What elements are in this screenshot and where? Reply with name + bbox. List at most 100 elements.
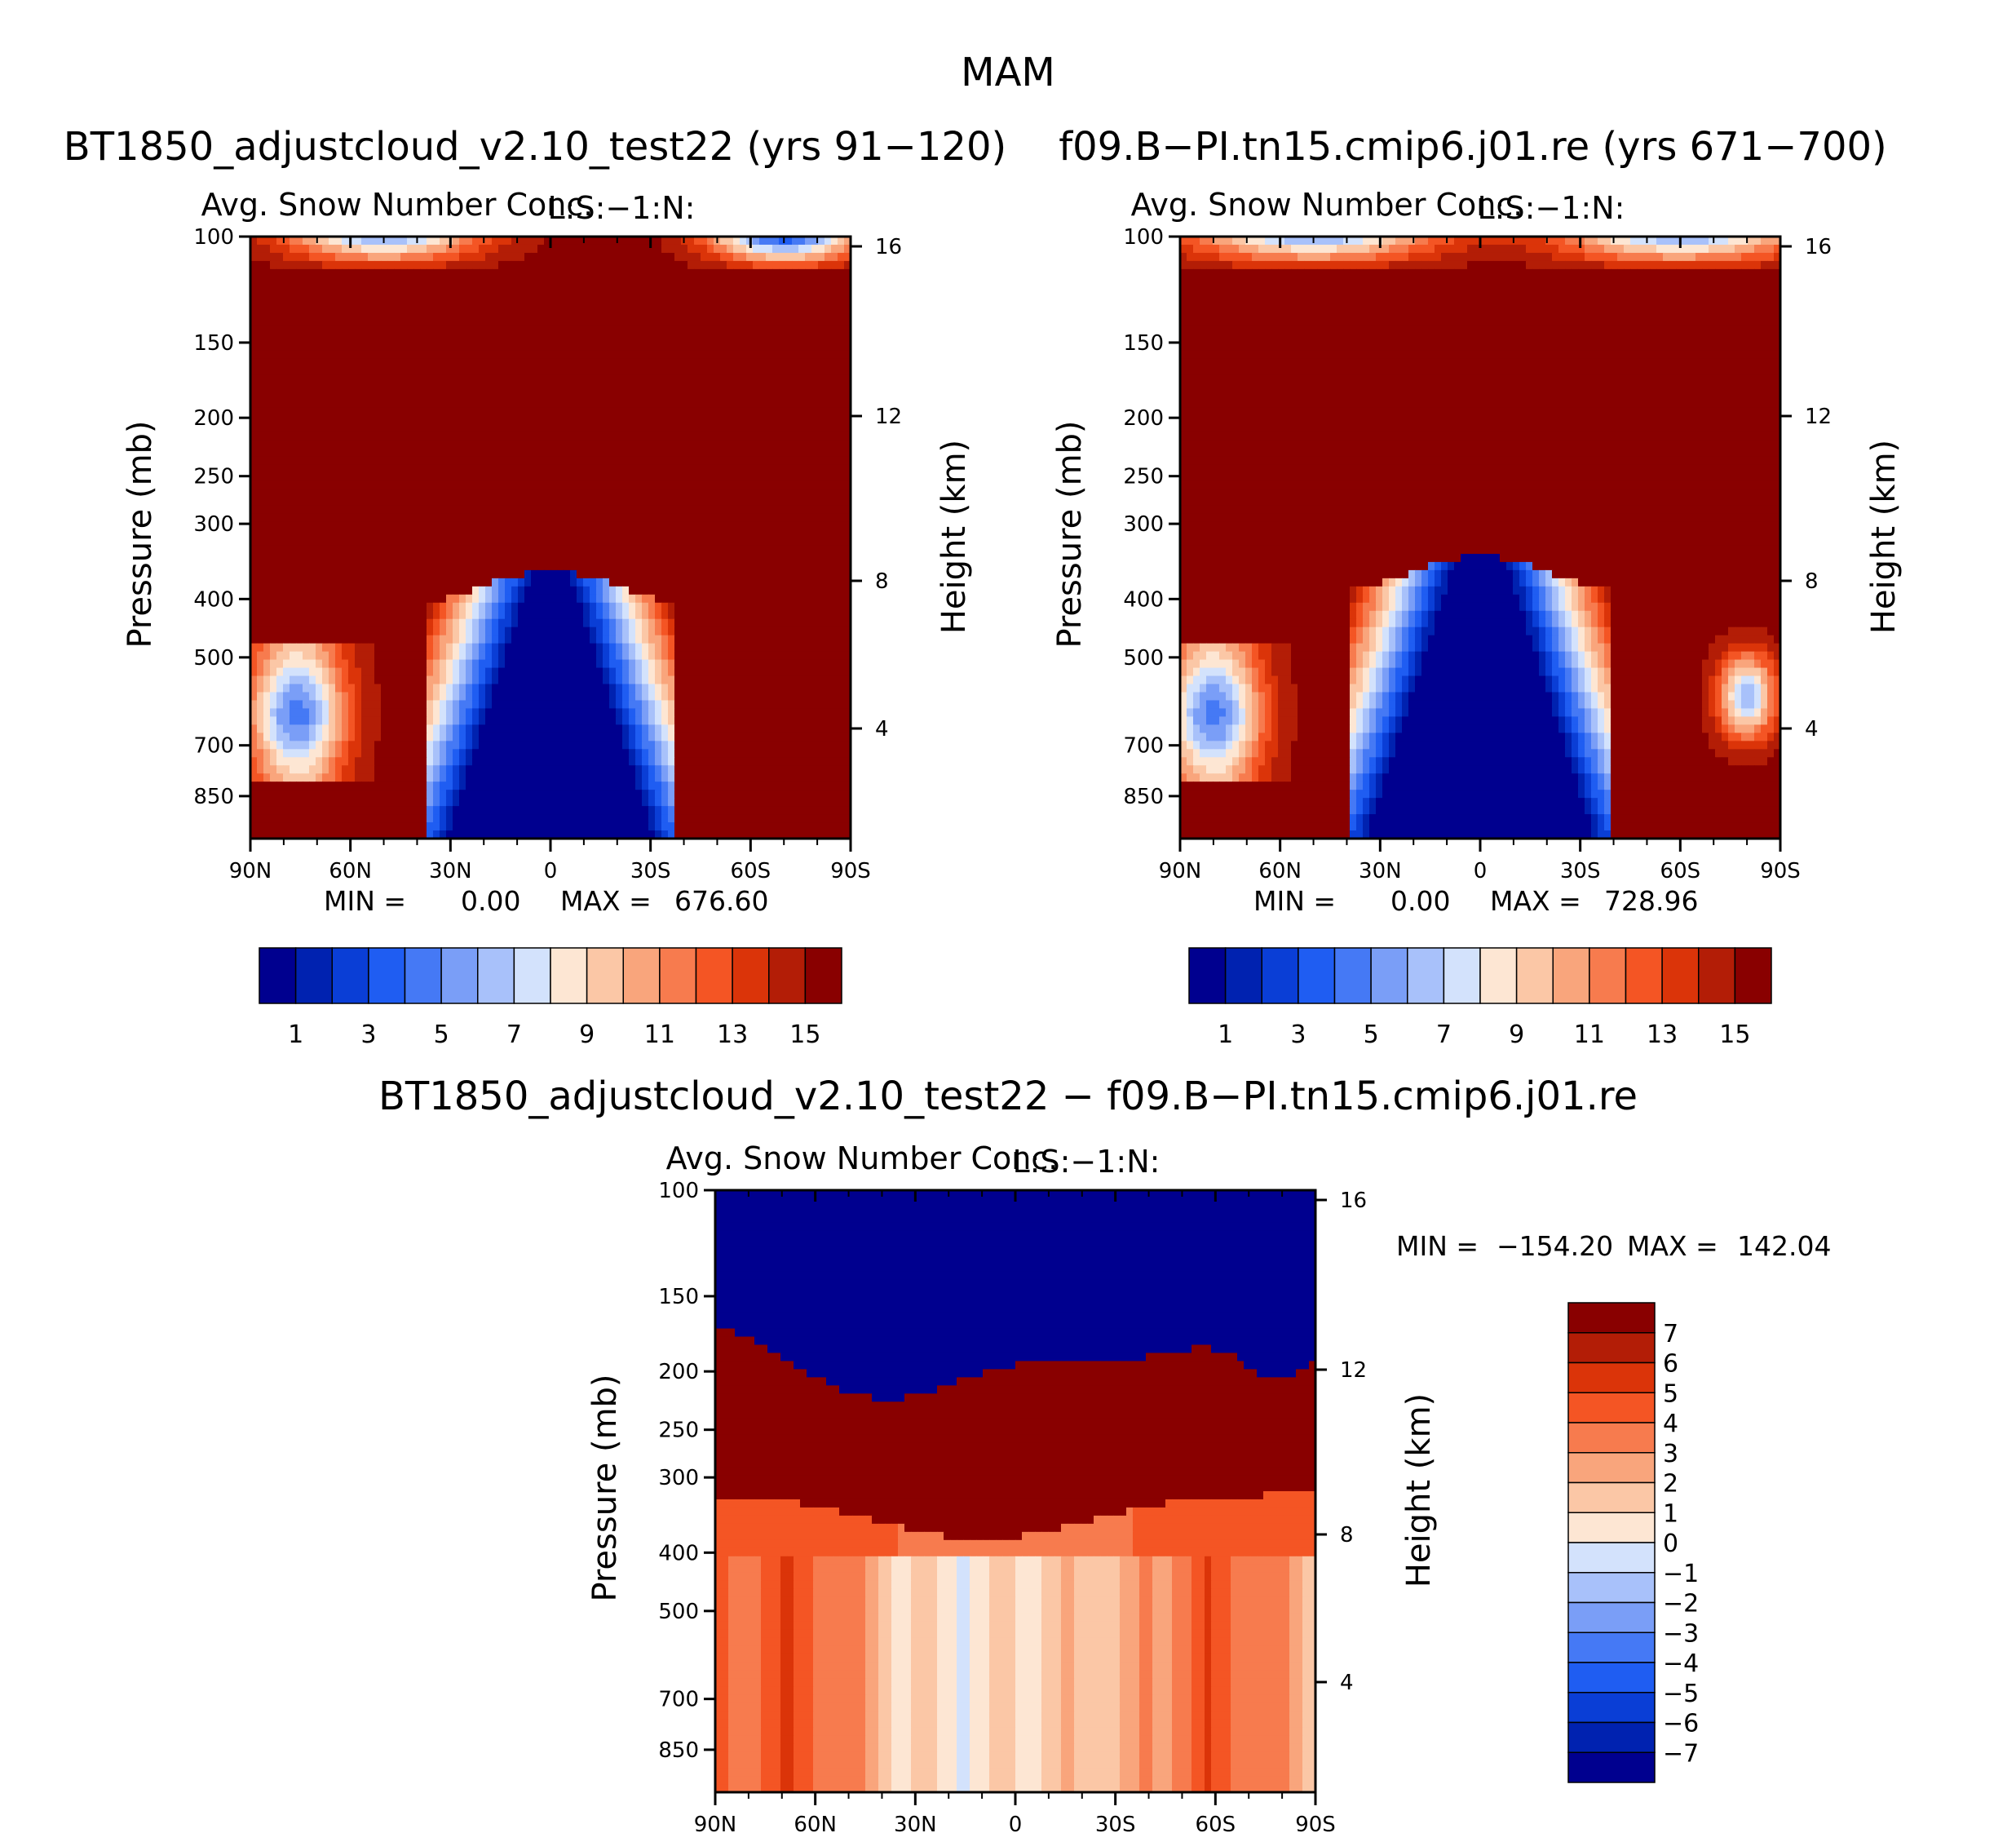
contour-cell: [687, 480, 695, 489]
contour-cell: [681, 513, 688, 522]
contour-cell: [583, 268, 590, 278]
contour-cell: [616, 594, 623, 604]
contour-cell: [394, 569, 401, 579]
contour-cell: [446, 602, 453, 612]
contour-cell: [785, 497, 793, 506]
contour-cell: [838, 358, 845, 368]
contour-cell: [250, 497, 258, 506]
contour-cell: [427, 252, 434, 262]
contour-cell: [335, 456, 343, 465]
contour-cell: [811, 545, 819, 555]
contour-cell: [263, 252, 271, 262]
contour-cell: [687, 456, 695, 465]
contour-cell: [746, 293, 754, 303]
contour-cell: [361, 602, 369, 612]
contour-cell: [303, 309, 310, 319]
contour-cell: [577, 407, 584, 416]
contour-cell: [740, 342, 747, 352]
contour-cell: [655, 432, 662, 441]
contour-cell: [283, 309, 290, 319]
contour-cell: [583, 260, 590, 270]
contour-cell: [733, 480, 741, 489]
contour-cell: [283, 456, 290, 465]
contour-cell: [648, 594, 656, 604]
contour-cell: [674, 309, 682, 319]
contour-cell: [485, 383, 493, 392]
contour-cell: [348, 399, 356, 409]
contour-cell: [355, 618, 362, 628]
contour-cell: [550, 505, 558, 514]
contour-cell: [492, 472, 499, 481]
contour-cell: [342, 561, 349, 571]
contour-cell: [440, 350, 447, 360]
contour-cell: [557, 472, 564, 481]
contour-cell: [564, 521, 571, 530]
contour-cell: [537, 252, 545, 262]
contour-cell: [355, 513, 362, 522]
contour-cell: [387, 594, 395, 604]
contour-cell: [459, 268, 466, 278]
contour-cell: [276, 529, 284, 538]
contour-cell: [263, 651, 271, 661]
contour-cell: [648, 309, 656, 319]
contour-cell: [557, 545, 564, 555]
contour-cell: [466, 293, 473, 303]
contour-cell: [668, 626, 675, 636]
contour-cell: [668, 407, 675, 416]
contour-cell: [668, 643, 675, 653]
contour-cell: [759, 505, 767, 514]
contour-cell: [374, 578, 382, 587]
contour-cell: [720, 561, 727, 571]
contour-cell: [381, 456, 388, 465]
contour-cell: [348, 497, 356, 506]
contour-cell: [420, 399, 427, 409]
contour-cell: [590, 374, 597, 384]
contour-cell: [387, 407, 395, 416]
contour-cell: [459, 489, 466, 498]
contour-cell: [544, 480, 551, 489]
contour-cell: [550, 626, 558, 636]
contour-cell: [270, 399, 277, 409]
contour-cell: [577, 553, 584, 563]
contour-cell: [329, 317, 336, 327]
contour-cell: [394, 423, 401, 432]
contour-cell: [616, 651, 623, 661]
contour-cell: [707, 651, 714, 661]
contour-cell: [596, 553, 603, 563]
contour-cell: [844, 277, 851, 286]
contour-cell: [838, 293, 845, 303]
contour-cell: [603, 643, 610, 653]
contour-cell: [733, 489, 741, 498]
contour-cell: [335, 667, 343, 677]
contour-cell: [550, 423, 558, 432]
contour-cell: [616, 383, 623, 392]
contour-cell: [655, 383, 662, 392]
contour-cell: [831, 545, 838, 555]
contour-cell: [374, 432, 382, 441]
contour-cell: [524, 586, 532, 596]
contour-cell: [524, 651, 532, 661]
contour-cell: [798, 374, 806, 384]
contour-cell: [564, 374, 571, 384]
contour-cell: [694, 391, 701, 401]
contour-cell: [250, 317, 258, 327]
contour-cell: [342, 464, 349, 473]
contour-cell: [596, 237, 603, 246]
contour-cell: [701, 651, 708, 661]
contour-cell: [322, 334, 329, 343]
contour-cell: [276, 285, 284, 294]
contour-cell: [707, 277, 714, 286]
contour-cell: [818, 538, 825, 547]
contour-cell: [831, 472, 838, 481]
contour-cell: [453, 480, 460, 489]
contour-cell: [740, 538, 747, 547]
contour-cell: [257, 594, 264, 604]
contour-cell: [303, 538, 310, 547]
contour-cell: [844, 383, 851, 392]
contour-cell: [648, 383, 656, 392]
contour-cell: [453, 432, 460, 441]
contour-cell: [818, 569, 825, 579]
contour-cell: [577, 366, 584, 376]
contour-cell: [413, 423, 421, 432]
contour-cell: [387, 293, 395, 303]
